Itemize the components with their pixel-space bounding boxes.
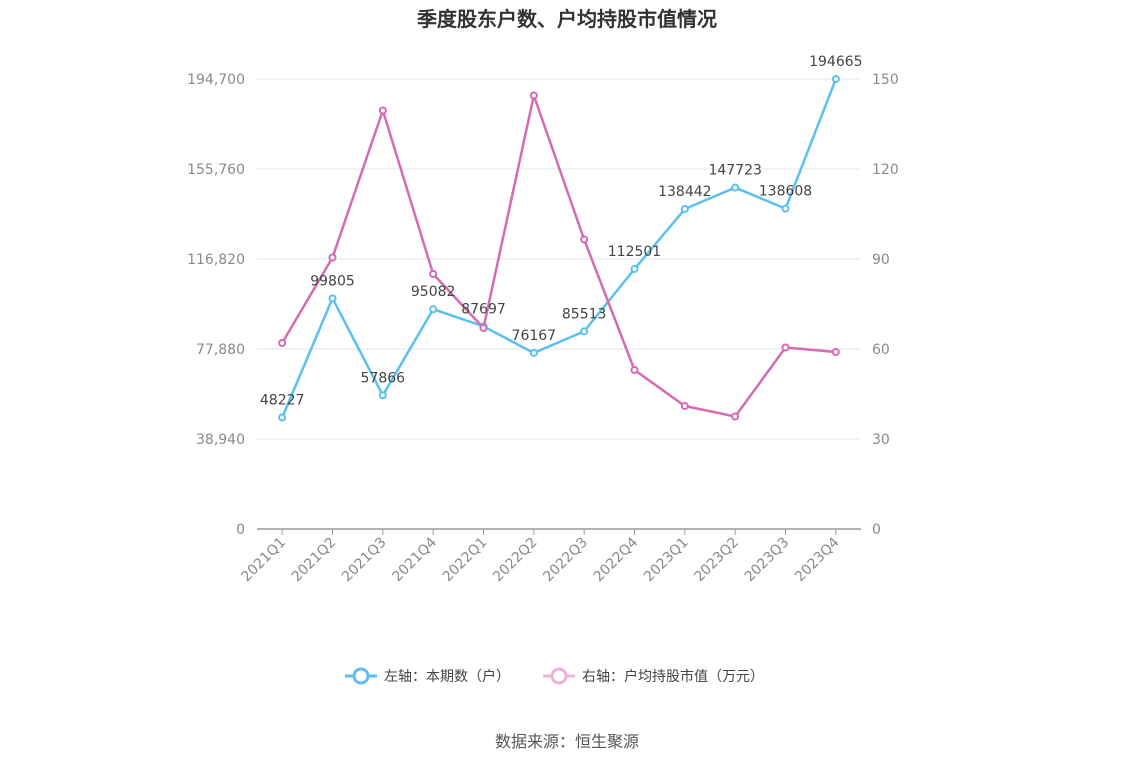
data-point-right[interactable]: [831, 348, 840, 356]
x-tick-label: 2022Q3: [540, 535, 591, 586]
legend-item-right-series[interactable]: 右轴：户均持股市值（万元）: [543, 667, 764, 685]
data-point-left[interactable]: [278, 413, 287, 422]
data-point-left[interactable]: [529, 348, 538, 357]
data-point-right[interactable]: [580, 235, 589, 244]
x-tick-label: 2022Q4: [591, 534, 642, 585]
right-tick-label: 0: [872, 522, 881, 538]
data-point-right[interactable]: [680, 402, 689, 410]
data-label: 76167: [512, 328, 557, 344]
series-left: [278, 75, 840, 422]
x-tick-label: 2021Q2: [289, 535, 340, 586]
legend-marker-left: [352, 667, 370, 685]
legend-label-right: 右轴：户均持股市值（万元）: [582, 668, 764, 685]
series-line-right: [281, 94, 836, 418]
right-tick-label: 150: [872, 72, 899, 88]
data-labels: 48227 99805 57866 95082 87697 76167 85513 11250…: [260, 54, 863, 408]
data-point-right[interactable]: [328, 253, 337, 262]
left-tick-label: 194,700: [187, 72, 245, 88]
data-point-left[interactable]: [630, 264, 639, 273]
data-point-left[interactable]: [831, 75, 840, 84]
data-label: 95082: [411, 284, 456, 300]
right-tick-label: 90: [872, 252, 890, 268]
data-label: 57866: [361, 370, 406, 386]
data-point-right[interactable]: [781, 343, 790, 352]
legend-label-left: 左轴：本期数（户）: [384, 668, 510, 685]
left-tick-label: 116,820: [187, 252, 245, 268]
data-point-right[interactable]: [630, 366, 639, 374]
left-axis-ticks: 0 38,940 77,880 116,820 155,760 194,700: [187, 72, 245, 538]
left-tick-label: 0: [236, 522, 245, 538]
grid-lines: [257, 78, 861, 440]
x-tick-label: 2021Q4: [389, 534, 440, 585]
data-label: 85513: [562, 306, 607, 322]
data-point-left[interactable]: [781, 204, 790, 213]
data-point-left[interactable]: [378, 391, 387, 400]
data-label: 99805: [310, 273, 355, 289]
data-point-right[interactable]: [378, 106, 387, 115]
data-point-left[interactable]: [328, 294, 337, 303]
legend[interactable]: 左轴：本期数（户） 右轴：户均持股市值（万元）: [345, 667, 764, 685]
x-tick-label: 2022Q2: [490, 535, 541, 586]
data-point-left[interactable]: [680, 205, 689, 214]
data-label: 112501: [608, 244, 661, 260]
x-tick-label: 2021Q3: [339, 535, 390, 586]
x-tick-label: 2022Q1: [440, 535, 491, 586]
data-point-right[interactable]: [731, 412, 740, 421]
data-label: 87697: [461, 301, 506, 317]
x-tick-label: 2023Q3: [742, 535, 793, 586]
right-tick-label: 60: [872, 342, 890, 358]
data-point-right[interactable]: [529, 91, 538, 100]
data-label: 48227: [260, 393, 305, 409]
x-tick-label: 2023Q1: [641, 535, 692, 586]
right-tick-label: 120: [872, 162, 899, 178]
series-lines: [278, 75, 840, 422]
x-tick-label: 2023Q2: [691, 535, 742, 586]
data-label: 138608: [759, 184, 812, 200]
data-label: 147723: [708, 163, 761, 179]
left-tick-label: 155,760: [187, 162, 245, 178]
right-tick-label: 30: [872, 432, 890, 448]
data-label: 194665: [809, 54, 862, 70]
data-point-left[interactable]: [580, 327, 589, 336]
legend-item-left-series[interactable]: 左轴：本期数（户）: [345, 667, 510, 685]
left-tick-label: 77,880: [196, 342, 245, 358]
data-point-right[interactable]: [278, 339, 287, 347]
x-axis: 2021Q1 2021Q2 2021Q3 2021Q4 2022Q1 2022Q2 2022…: [238, 528, 861, 586]
x-tick-label: 2021Q1: [238, 535, 289, 586]
data-source: 数据来源：恒生聚源: [495, 732, 639, 751]
x-tick-label: 2023Q4: [792, 534, 843, 585]
legend-marker-right: [550, 667, 568, 685]
chart-title: 季度股东户数、户均持股市值情况: [416, 7, 717, 31]
data-point-left[interactable]: [731, 183, 740, 192]
data-label: 138442: [658, 184, 711, 200]
data-point-right[interactable]: [429, 270, 438, 278]
series-right: [278, 91, 840, 421]
data-point-right[interactable]: [479, 324, 488, 332]
left-tick-label: 38,940: [196, 432, 245, 448]
series-line-left: [281, 78, 837, 419]
right-axis-ticks: 0 30 60 90 120 150: [872, 72, 899, 538]
data-point-left[interactable]: [429, 305, 438, 314]
